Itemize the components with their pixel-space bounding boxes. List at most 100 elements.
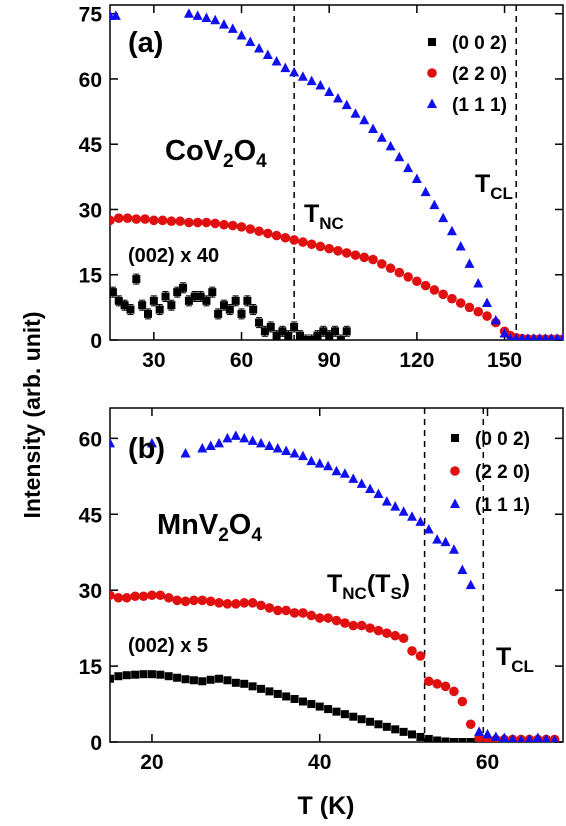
data-point [201, 12, 212, 23]
data-point [473, 277, 484, 288]
data-point [131, 214, 142, 224]
data-point [506, 333, 514, 340]
data-point [482, 311, 492, 321]
x-tick-label: 60 [476, 751, 499, 774]
data-point [457, 564, 468, 574]
data-point [499, 732, 510, 742]
data-point [301, 336, 310, 340]
data-point [536, 333, 544, 340]
series-0 [110, 273, 351, 340]
data-point [547, 333, 555, 340]
data-point [390, 630, 401, 641]
data-point [490, 314, 501, 325]
data-point [231, 599, 241, 609]
x-tick-label: 90 [318, 349, 341, 372]
data-point [298, 237, 308, 247]
data-point [222, 599, 233, 609]
data-point [524, 333, 532, 340]
data-point [331, 615, 342, 626]
data-point [254, 43, 265, 53]
data-point [149, 215, 159, 226]
data-point [390, 501, 401, 511]
data-point [366, 717, 375, 726]
data-point [280, 62, 291, 73]
data-point [189, 595, 199, 606]
data-area [110, 430, 560, 742]
data-point [423, 523, 434, 534]
data-point [248, 682, 257, 691]
data-point [208, 288, 217, 297]
data-point [289, 66, 300, 77]
data-point [525, 733, 534, 742]
transition-label: TNC [304, 200, 344, 233]
data-point [464, 258, 475, 268]
data-point [508, 733, 517, 742]
data-point [132, 275, 141, 284]
data-point [197, 442, 208, 453]
data-point [297, 71, 308, 81]
data-point [315, 702, 324, 711]
data-point [189, 676, 198, 685]
data-point [215, 674, 224, 683]
data-point [264, 603, 275, 613]
data-point [385, 140, 396, 151]
series-0 [110, 670, 559, 742]
data-point [359, 252, 370, 263]
data-point [331, 465, 342, 476]
data-point [164, 672, 173, 681]
data-point [350, 108, 361, 118]
data-point [465, 719, 476, 730]
data-point [342, 327, 351, 336]
data-point [163, 592, 174, 603]
data-point [376, 132, 387, 142]
data-point [325, 331, 334, 340]
data-point [541, 733, 551, 742]
data-point [271, 230, 282, 241]
data-point [231, 296, 240, 305]
data-point [240, 679, 249, 688]
data-point [122, 671, 131, 680]
data-point [323, 460, 334, 471]
data-point [138, 591, 149, 602]
data-point [315, 79, 326, 90]
data-point [298, 697, 307, 706]
data-point [482, 297, 493, 308]
y-tick-label: 60 [79, 428, 102, 451]
data-point [359, 114, 370, 125]
data-point [424, 734, 433, 742]
data-point [257, 684, 265, 693]
data-point [365, 623, 375, 633]
y-tick-label: 45 [79, 134, 103, 157]
data-point [183, 8, 194, 18]
data-point [173, 673, 182, 682]
data-point [324, 86, 335, 97]
data-point [173, 288, 182, 297]
data-point [403, 162, 414, 173]
data-point [306, 75, 317, 86]
data-point [205, 440, 216, 450]
x-axis-label: T (K) [298, 792, 355, 820]
data-point [391, 725, 400, 734]
data-point [332, 707, 341, 716]
data-point [256, 600, 266, 611]
y-tick-label: 30 [79, 580, 102, 603]
data-point [357, 715, 366, 724]
legend-marker [428, 38, 436, 46]
data-point [179, 283, 188, 292]
y-tick-label: 60 [79, 69, 102, 92]
data-point [218, 19, 229, 29]
data-point [412, 276, 422, 287]
scale-annotation: (002) x 5 [128, 635, 208, 657]
data-point [313, 331, 322, 340]
data-point [407, 646, 417, 656]
data-point [394, 151, 405, 162]
data-point [374, 720, 383, 729]
data-point [247, 435, 258, 445]
panel-b: 20 40 60 0 15 30 45 60 (0 0 2) (2 2 0) (1 1 1) (b) M… [79, 407, 564, 774]
data-point [156, 670, 165, 679]
data-point [206, 675, 215, 684]
data-point [341, 99, 352, 110]
data-point [455, 298, 466, 308]
x-tick-label: 120 [399, 349, 434, 372]
data-point [398, 506, 409, 516]
